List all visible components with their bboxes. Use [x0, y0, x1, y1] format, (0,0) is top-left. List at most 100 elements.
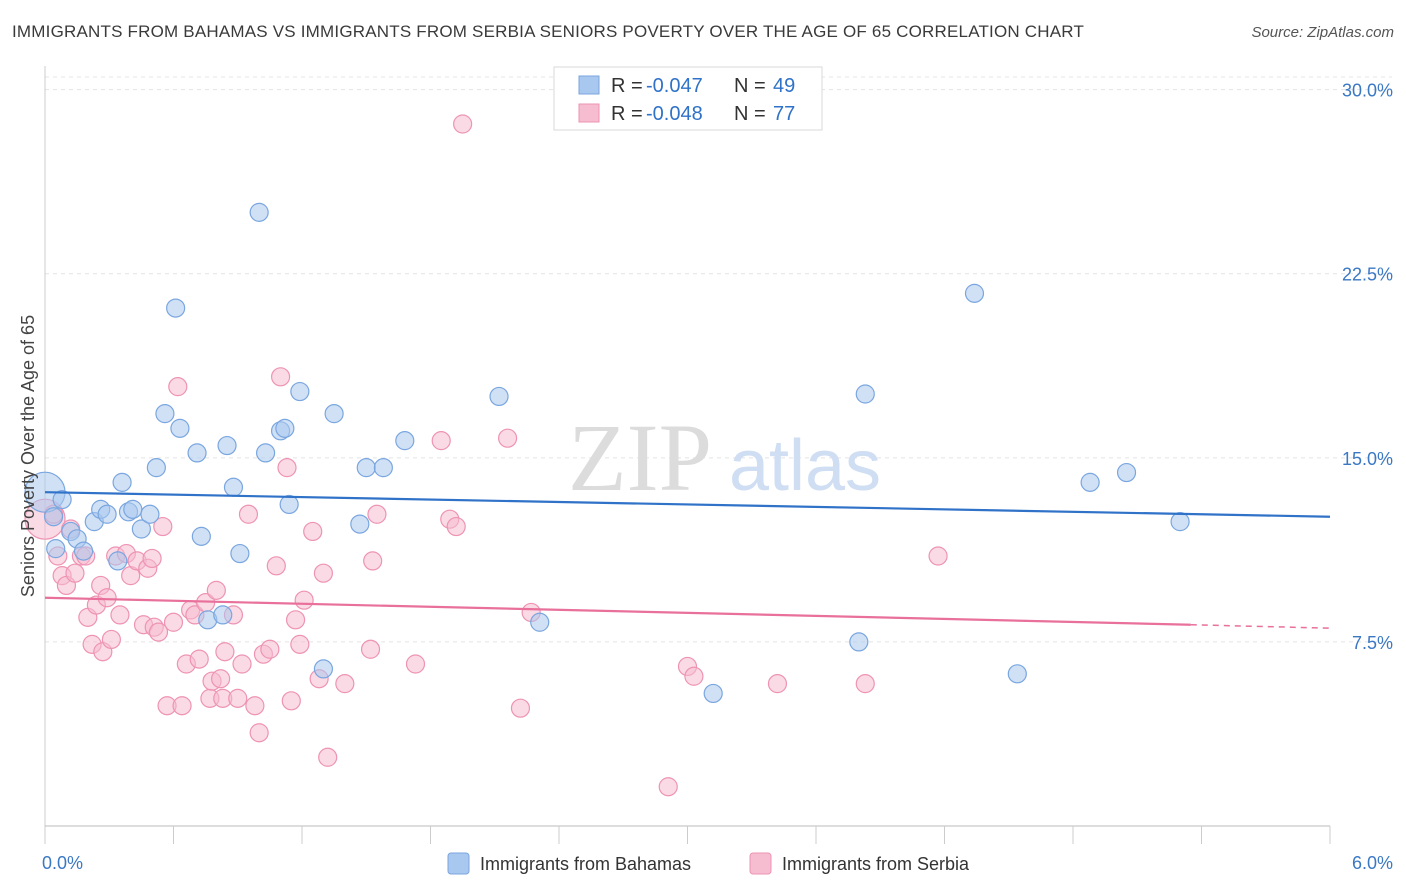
bahamas-point-12: [123, 499, 143, 519]
bahamas-point-32: [313, 659, 334, 679]
axes: [44, 66, 1331, 844]
serbia-point-64: [367, 504, 387, 524]
source-label: Source: ZipAtlas.com: [1251, 24, 1394, 41]
serbia-point-41: [215, 642, 235, 662]
bahamas-point-22: [213, 605, 233, 625]
serbia-point-63: [363, 551, 383, 571]
legend-r-value-bahamas: -0.047: [646, 75, 703, 97]
serbia-point-47: [249, 723, 269, 743]
serbia-point-46: [245, 696, 265, 716]
serbia-point-75: [684, 666, 704, 686]
serbia-point-56: [294, 590, 314, 610]
serbia-point-45: [238, 504, 259, 524]
serbia-point-14: [97, 588, 117, 608]
serbia-point-34: [189, 649, 209, 669]
bahamas-point-41: [849, 632, 869, 652]
serbia-point-70: [498, 428, 518, 448]
bahamas-point-47: [1170, 512, 1190, 532]
bahamas-point-46: [1116, 462, 1137, 483]
serbia-point-25: [148, 622, 169, 642]
legend-r-label-bahamas: R =: [611, 75, 643, 97]
bahamas-point-17: [166, 298, 186, 318]
serbia-point-43: [228, 688, 248, 708]
bahamas-point-8: [97, 504, 117, 524]
chart-title: IMMIGRANTS FROM BAHAMAS VS IMMIGRANTS FR…: [12, 22, 1085, 41]
bahamas-point-35: [356, 458, 376, 478]
serbia-point-38: [206, 580, 226, 600]
serbia-point-68: [446, 516, 466, 537]
serbia-point-44: [232, 654, 252, 674]
bahamas-point-2: [52, 489, 72, 510]
serbia-point-28: [163, 612, 184, 632]
serbia-point-39: [211, 669, 231, 689]
serbia-point-51: [270, 367, 291, 387]
serbia-point-26: [153, 516, 173, 537]
serbia-point-65: [405, 654, 426, 674]
bahamas-point-9: [108, 551, 128, 571]
watermark: ZIP atlas: [568, 404, 881, 511]
legend-n-value-serbia: 77: [773, 103, 795, 125]
bahamas-point-16: [155, 404, 175, 424]
y-tick-labels: 7.5% 15.0% 22.5% 30.0%: [1342, 81, 1393, 653]
bahamas-point-37: [395, 431, 415, 451]
serbia-point-52: [277, 458, 297, 478]
bahamas-point-24: [223, 477, 244, 497]
serbia-point-73: [658, 777, 678, 797]
serbia-point-59: [313, 563, 334, 583]
bahamas-point-29: [275, 418, 295, 438]
bahamas-point-34: [350, 514, 370, 534]
legend-r-label-serbia: R =: [611, 103, 643, 125]
bahamas-point-31: [290, 381, 310, 402]
serbia-point-61: [335, 674, 355, 694]
bahamas-point-26: [249, 202, 269, 222]
bahamas-point-10: [112, 472, 132, 492]
serbia-point-69: [453, 114, 473, 134]
serbia-point-78: [928, 546, 948, 566]
bahamas-point-36: [373, 458, 393, 478]
y-tick-label-1: 15.0%: [1342, 449, 1393, 469]
legend-label-serbia: Immigrants from Serbia: [782, 854, 970, 874]
watermark-atlas: atlas: [729, 426, 881, 506]
bahamas-point-19: [187, 443, 207, 463]
y-axis-label: Seniors Poverty Over the Age of 65: [18, 315, 38, 597]
bahamas-point-33: [324, 404, 344, 424]
stats-legend: R = -0.047 N = 49 R = -0.048 N = 77: [553, 66, 823, 131]
y-tick-label-2: 22.5%: [1342, 265, 1393, 285]
x-tick-label-min: 0.0%: [42, 853, 83, 873]
serbia-point-76: [767, 674, 788, 694]
bahamas-point-42: [855, 384, 875, 404]
serbia-point-15: [101, 629, 121, 650]
bahamas-point-15: [146, 458, 166, 478]
watermark-zip: ZIP: [568, 404, 712, 511]
serbia-point-54: [285, 610, 306, 630]
bahamas-point-48: [43, 507, 64, 527]
bahamas-point-38: [489, 386, 509, 407]
serbia-point-77: [855, 674, 875, 694]
serbia-point-17: [110, 605, 130, 625]
bahamas-point-40: [703, 683, 723, 704]
legend-swatch-serbia: [749, 852, 772, 875]
serbia-trend-line-extension: [1190, 623, 1331, 629]
series-bahamas-points: [24, 202, 1190, 704]
legend-n-value-bahamas: 49: [773, 75, 795, 97]
bahamas-point-45: [1080, 472, 1100, 492]
trend-lines: [44, 491, 1331, 629]
bahamas-point-39: [530, 612, 550, 632]
bahamas-point-14: [140, 504, 160, 524]
bahamas-point-5: [73, 541, 94, 561]
serbia-point-62: [360, 639, 381, 659]
legend-swatch-bahamas: [447, 852, 470, 875]
bahamas-point-44: [1007, 664, 1027, 684]
serbia-point-55: [290, 634, 310, 654]
y-tick-label-0: 7.5%: [1352, 633, 1393, 653]
bahamas-point-27: [255, 443, 276, 463]
bahamas-point-13: [131, 519, 151, 539]
serbia-point-71: [510, 698, 531, 718]
bahamas-trend-line: [44, 491, 1331, 518]
serbia-point-23: [142, 548, 162, 569]
legend-label-bahamas: Immigrants from Bahamas: [480, 854, 691, 874]
serbia-point-60: [318, 747, 338, 767]
legend-n-label-serbia: N =: [734, 103, 766, 125]
serbia-point-6: [65, 563, 85, 583]
